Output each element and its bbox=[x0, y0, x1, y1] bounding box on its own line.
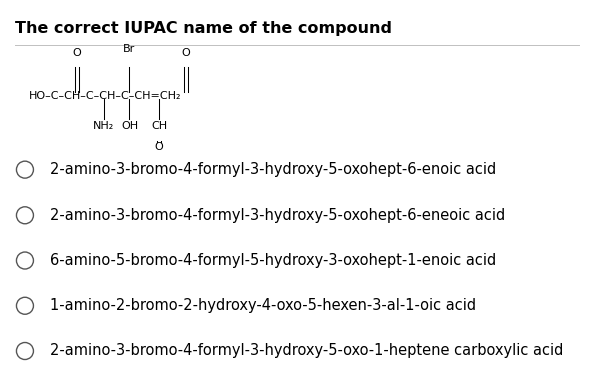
Text: 2-amino-3-bromo-4-formyl-3-hydroxy-5-oxohept-6-eneoic acid: 2-amino-3-bromo-4-formyl-3-hydroxy-5-oxo… bbox=[50, 208, 505, 223]
Text: 2-amino-3-bromo-4-formyl-3-hydroxy-5-oxohept-6-enoic acid: 2-amino-3-bromo-4-formyl-3-hydroxy-5-oxo… bbox=[50, 162, 497, 177]
Text: OH: OH bbox=[121, 121, 138, 131]
Text: 1-amino-2-bromo-2-hydroxy-4-oxo-5-hexen-3-al-1-oic acid: 1-amino-2-bromo-2-hydroxy-4-oxo-5-hexen-… bbox=[50, 298, 476, 313]
Text: O: O bbox=[155, 142, 163, 152]
Text: The correct IUPAC name of the compound: The correct IUPAC name of the compound bbox=[15, 21, 392, 36]
Text: 6-amino-5-bromo-4-formyl-5-hydroxy-3-oxohept-1-enoic acid: 6-amino-5-bromo-4-formyl-5-hydroxy-3-oxo… bbox=[50, 253, 497, 268]
Text: 2-amino-3-bromo-4-formyl-3-hydroxy-5-oxo-1-heptene carboxylic acid: 2-amino-3-bromo-4-formyl-3-hydroxy-5-oxo… bbox=[50, 344, 564, 358]
Text: O: O bbox=[73, 48, 81, 58]
Text: Br: Br bbox=[124, 44, 135, 54]
Text: O: O bbox=[182, 48, 190, 58]
Text: CH: CH bbox=[151, 121, 168, 131]
Text: HO–C–CH–C–CH–C–CH=CH₂: HO–C–CH–C–CH–C–CH=CH₂ bbox=[29, 90, 181, 101]
Text: NH₂: NH₂ bbox=[93, 121, 115, 131]
